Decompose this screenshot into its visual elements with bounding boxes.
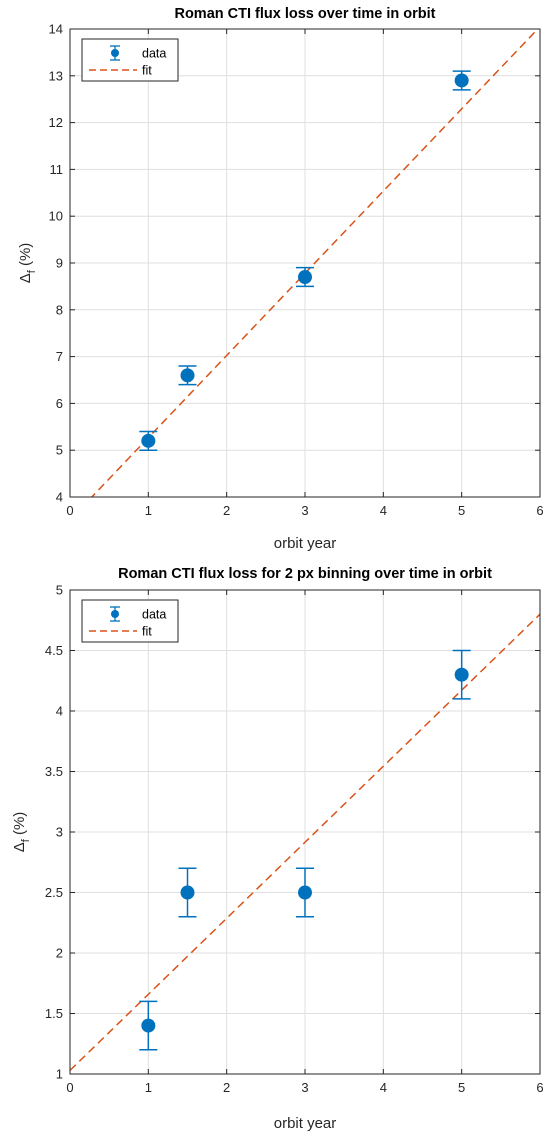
x-tick-label: 4 [380,503,387,518]
x-tick-label: 5 [458,503,465,518]
legend-box [81,599,179,643]
y-axis-label-main: Δ [11,842,28,852]
x-axis-label: orbit year [274,1115,337,1132]
x-tick-label: 1 [145,503,152,518]
data-point-group [296,867,314,918]
y-tick-label: 10 [49,209,63,224]
fit-line [70,613,540,1071]
data-series [139,649,471,1051]
y-tick-label: 3 [56,825,63,840]
data-point [141,433,156,448]
y-tick-label: 9 [56,256,63,271]
legend-box [81,38,179,82]
x-tick-label: 1 [145,1080,152,1095]
y-tick-label: 12 [49,115,63,130]
x-tick-label: 2 [223,1080,230,1095]
x-ticks: 0 1 2 3 4 5 6 [66,29,544,518]
data-point-group [178,867,197,918]
x-tick-label: 5 [458,1080,465,1095]
legend-data-label: data [142,608,166,622]
y-tick-label: 14 [49,22,63,37]
y-ticks: 4 5 6 7 8 9 10 11 12 13 14 [49,22,540,505]
y-tick-label: 4 [56,704,63,719]
legend-fit-label: fit [142,64,152,78]
data-point-group [139,430,158,451]
legend: data fit [81,38,179,82]
legend-data-marker [111,49,119,57]
y-tick-label: 4.5 [45,643,63,658]
y-tick-label: 2 [56,946,63,961]
data-point-group [178,365,197,386]
y-tick-label: 5 [56,583,63,598]
data-point [454,667,469,682]
y-tick-label: 6 [56,396,63,411]
data-point [454,73,469,88]
data-point-group [296,266,314,288]
y-tick-label: 8 [56,302,63,317]
y-tick-label: 5 [56,443,63,458]
legend-data-marker [111,610,119,618]
x-tick-label: 3 [301,1080,308,1095]
y-tick-label: 13 [49,68,63,83]
legend-fit-label: fit [142,625,152,639]
y-axis-label: Δf (%) [11,812,32,853]
x-axis-label: orbit year [274,535,337,552]
x-tick-label: 0 [66,1080,73,1095]
chart-title: Roman CTI flux loss for 2 px binning ove… [118,566,492,582]
data-point-group [452,649,471,700]
y-axis-label-main: Δ [17,273,34,283]
x-ticks: 0 1 2 3 4 5 6 [66,590,544,1095]
y-tick-label: 2.5 [45,885,63,900]
fit-line [90,29,539,497]
x-tick-label: 4 [380,1080,387,1095]
x-tick-label: 3 [301,503,308,518]
data-point [180,885,195,900]
data-point [298,885,312,900]
y-axis-label-sub: f [26,269,38,273]
data-point-group [139,1000,158,1051]
grid [70,29,540,497]
legend-data-label: data [142,47,166,61]
data-point-group [452,70,471,91]
data-point [298,270,312,285]
y-tick-label: 1 [56,1067,63,1082]
x-tick-label: 0 [66,503,73,518]
data-point [141,1018,156,1033]
y-axis-label-unit: (%) [11,812,28,840]
y-tick-label: 4 [56,490,63,505]
x-tick-label: 2 [223,503,230,518]
y-tick-label: 7 [56,349,63,364]
y-tick-label: 11 [50,162,64,177]
legend: data fit [81,599,179,643]
y-axis-label-unit: (%) [17,243,34,271]
data-point [180,368,195,383]
data-series [139,70,471,451]
y-tick-label: 3.5 [45,764,63,779]
y-ticks: 1 1.5 2 2.5 3 3.5 4 4.5 5 [45,583,540,1082]
chart-title: Roman CTI flux loss over time in orbit [174,6,435,22]
y-axis-label-sub: f [20,838,32,842]
y-tick-label: 1.5 [45,1006,63,1021]
y-axis-label: Δf (%) [17,243,38,284]
x-tick-label: 6 [536,1080,543,1095]
x-tick-label: 6 [536,503,543,518]
